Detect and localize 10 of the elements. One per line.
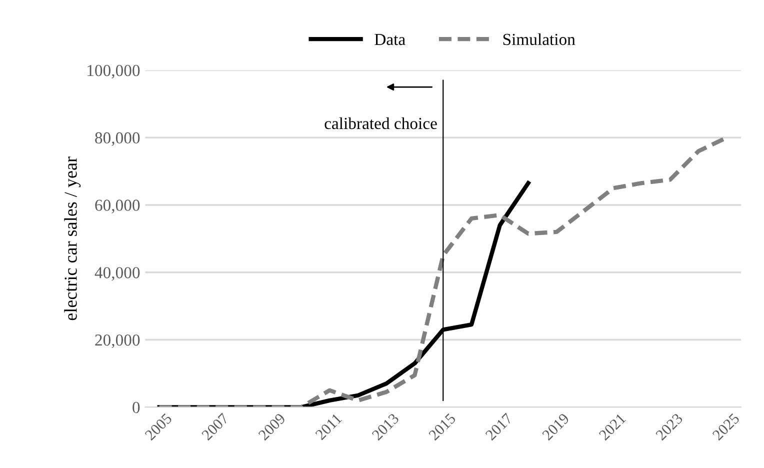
y-axis-title: electric car sales / year xyxy=(64,156,81,320)
y-tick-label: 100,000 xyxy=(88,64,140,79)
y-tick-label: 20,000 xyxy=(95,334,140,348)
y-tick-label: 80,000 xyxy=(95,132,140,146)
ref-line-label: calibrated choice xyxy=(324,117,437,130)
legend-label: Data xyxy=(374,34,406,46)
y-tick-label: 0 xyxy=(132,402,140,414)
y-tick-label: 40,000 xyxy=(94,267,140,281)
y-tick-label: 60,000 xyxy=(95,200,140,214)
legend-label: Simulation xyxy=(503,33,576,46)
